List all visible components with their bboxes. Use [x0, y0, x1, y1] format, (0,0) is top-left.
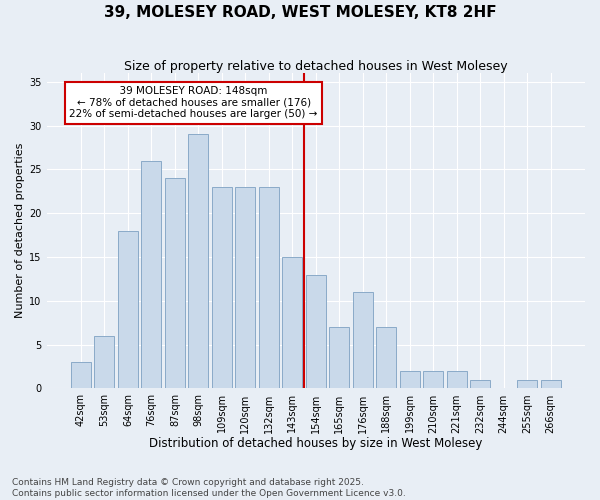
Bar [329, 327, 349, 388]
Bar [71, 362, 91, 388]
Bar [517, 380, 537, 388]
Bar [423, 371, 443, 388]
Bar [118, 230, 138, 388]
X-axis label: Distribution of detached houses by size in West Molesey: Distribution of detached houses by size … [149, 437, 482, 450]
Y-axis label: Number of detached properties: Number of detached properties [15, 143, 25, 318]
Bar [165, 178, 185, 388]
Bar [541, 380, 560, 388]
Bar [306, 274, 326, 388]
Bar [259, 187, 279, 388]
Bar [212, 187, 232, 388]
Title: Size of property relative to detached houses in West Molesey: Size of property relative to detached ho… [124, 60, 508, 73]
Bar [188, 134, 208, 388]
Bar [142, 160, 161, 388]
Bar [94, 336, 115, 388]
Bar [400, 371, 419, 388]
Text: 39, MOLESEY ROAD, WEST MOLESEY, KT8 2HF: 39, MOLESEY ROAD, WEST MOLESEY, KT8 2HF [104, 5, 496, 20]
Bar [235, 187, 256, 388]
Bar [376, 327, 396, 388]
Bar [470, 380, 490, 388]
Text: Contains HM Land Registry data © Crown copyright and database right 2025.
Contai: Contains HM Land Registry data © Crown c… [12, 478, 406, 498]
Bar [283, 257, 302, 388]
Text: 39 MOLESEY ROAD: 148sqm  
← 78% of detached houses are smaller (176)
22% of semi: 39 MOLESEY ROAD: 148sqm ← 78% of detache… [70, 86, 318, 120]
Bar [353, 292, 373, 388]
Bar [446, 371, 467, 388]
